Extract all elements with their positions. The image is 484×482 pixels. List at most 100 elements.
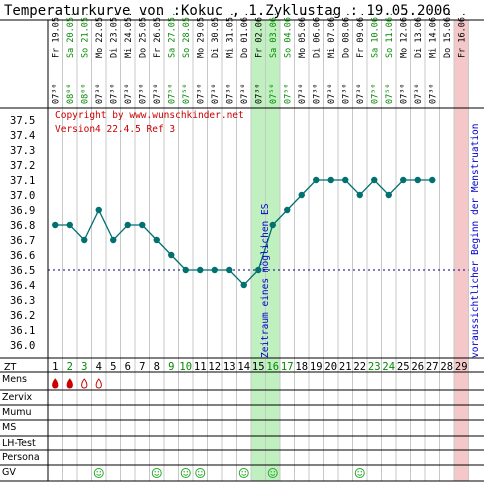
date-header: Sa 27.05.: [167, 12, 177, 58]
date-header: Di 06.06.: [312, 12, 322, 58]
temperature-point: [110, 236, 117, 244]
date-header: Fr 19.05.: [51, 12, 61, 58]
chart-title: Temperaturkurve von :Kokuc , 1.Zyklustag…: [4, 3, 451, 19]
time-header: 07⁵⁰: [283, 84, 293, 104]
temperature-point: [66, 221, 73, 229]
menstruation-band: [454, 20, 469, 481]
smiley-eye: [186, 471, 189, 473]
time-header: 07⁵⁰: [370, 84, 380, 104]
menstruation-drop-icon: [66, 378, 73, 389]
date-header: Mi 07.06.: [327, 12, 337, 58]
smiley-mouth: [197, 473, 203, 476]
date-header: Fr 16.06.: [457, 12, 467, 58]
smiley-icon: [151, 468, 162, 478]
temperature-point: [182, 266, 189, 274]
smiley-eye: [183, 471, 185, 473]
time-header: 07⁵⁰: [182, 84, 192, 104]
temperature-point: [124, 221, 131, 229]
cycle-day-number: 29: [455, 361, 468, 373]
y-tick-label: 36.6: [10, 250, 35, 262]
time-header: 07³⁰: [138, 84, 148, 104]
menstruation-label: voraussichtlicher Beginn der Menstruatio…: [470, 124, 481, 359]
time-header: 07³⁰: [312, 84, 322, 104]
smiley-eye: [96, 471, 98, 473]
smiley-eye: [241, 471, 243, 473]
time-header: 07³⁰: [356, 84, 366, 104]
date-header: Di 30.05.: [211, 12, 221, 58]
date-header: Mi 24.05.: [124, 12, 134, 58]
temperature-point: [168, 251, 175, 259]
row-label-gv: GV: [2, 467, 16, 478]
temperature-point: [371, 176, 378, 184]
date-header: Mi 14.06.: [428, 12, 438, 58]
cycle-day-number: 8: [154, 361, 160, 373]
menstruation-drop-icon: [95, 378, 102, 389]
time-header: 07³⁰: [196, 84, 206, 104]
temperature-point: [284, 206, 291, 214]
cycle-day-number: 3: [81, 361, 87, 373]
y-tick-label: 36.2: [10, 310, 35, 322]
time-header: 07³⁰: [254, 84, 264, 104]
time-header: 08⁰⁰: [80, 84, 90, 104]
cycle-day-number: 16: [266, 361, 279, 373]
y-tick-label: 36.4: [10, 280, 35, 292]
y-tick-label: 36.9: [10, 205, 35, 217]
date-header: Sa 20.05.: [66, 12, 76, 58]
temperature-point: [240, 281, 247, 289]
time-header: 07³⁰: [153, 84, 163, 104]
temperature-point: [400, 176, 407, 184]
smiley-eye: [360, 471, 363, 473]
date-header: So 11.06.: [385, 12, 395, 58]
time-header: 07³⁰: [399, 84, 409, 104]
y-tick-label: 36.0: [10, 340, 35, 352]
cycle-day-number: 6: [125, 361, 131, 373]
cycle-day-number: 13: [223, 361, 236, 373]
smiley-icon: [354, 468, 365, 478]
date-header: Mo 29.05.: [196, 12, 206, 58]
smiley-icon: [93, 468, 104, 478]
temperature-point: [52, 221, 59, 229]
time-header: 07⁵⁰: [385, 84, 395, 104]
y-tick-label: 37.5: [10, 115, 35, 127]
cycle-day-number: 24: [382, 361, 395, 373]
y-tick-label: 36.8: [10, 220, 35, 232]
temperature-point: [153, 236, 160, 244]
row-label-mens: Mens: [2, 374, 27, 385]
date-header: Fr 02.06.: [254, 12, 264, 58]
menstruation-drop-icon: [52, 378, 59, 389]
time-header: 07³⁰: [109, 84, 119, 104]
row-label-mumu: Mumu: [2, 407, 32, 418]
temperature-point: [385, 191, 392, 199]
y-tick-label: 37.0: [10, 190, 35, 202]
smiley-eye: [244, 471, 247, 473]
date-header: Mo 12.06.: [399, 12, 409, 58]
temperature-point: [255, 266, 262, 274]
time-header: 07⁵⁰: [167, 84, 177, 104]
y-tick-label: 36.1: [10, 325, 35, 337]
temperature-point: [342, 176, 349, 184]
cycle-day-number: 9: [168, 361, 174, 373]
row-label-zervix: Zervix: [2, 392, 33, 403]
temperature-point: [414, 176, 421, 184]
temperature-point: [429, 176, 436, 184]
temperature-point: [356, 191, 363, 199]
cycle-day-number: 17: [281, 361, 294, 373]
cycle-day-number: 5: [110, 361, 116, 373]
time-header: 07³⁰: [240, 84, 250, 104]
menstruation-drop-icon: [81, 378, 88, 389]
smiley-icon: [180, 468, 191, 478]
smiley-icon: [267, 468, 278, 478]
date-header: Mi 31.05.: [225, 12, 235, 58]
smiley-eye: [273, 471, 276, 473]
zt-row-label: ZT: [4, 362, 17, 373]
cycle-day-number: 7: [139, 361, 145, 373]
date-header: Di 13.06.: [414, 12, 424, 58]
temperature-point: [327, 176, 334, 184]
cycle-day-number: 19: [310, 361, 323, 373]
smiley-mouth: [241, 473, 247, 476]
smiley-icon: [238, 468, 249, 478]
y-tick-label: 36.3: [10, 295, 35, 307]
cycle-day-number: 25: [397, 361, 410, 373]
row-label-lhtest: LH-Test: [2, 438, 36, 449]
